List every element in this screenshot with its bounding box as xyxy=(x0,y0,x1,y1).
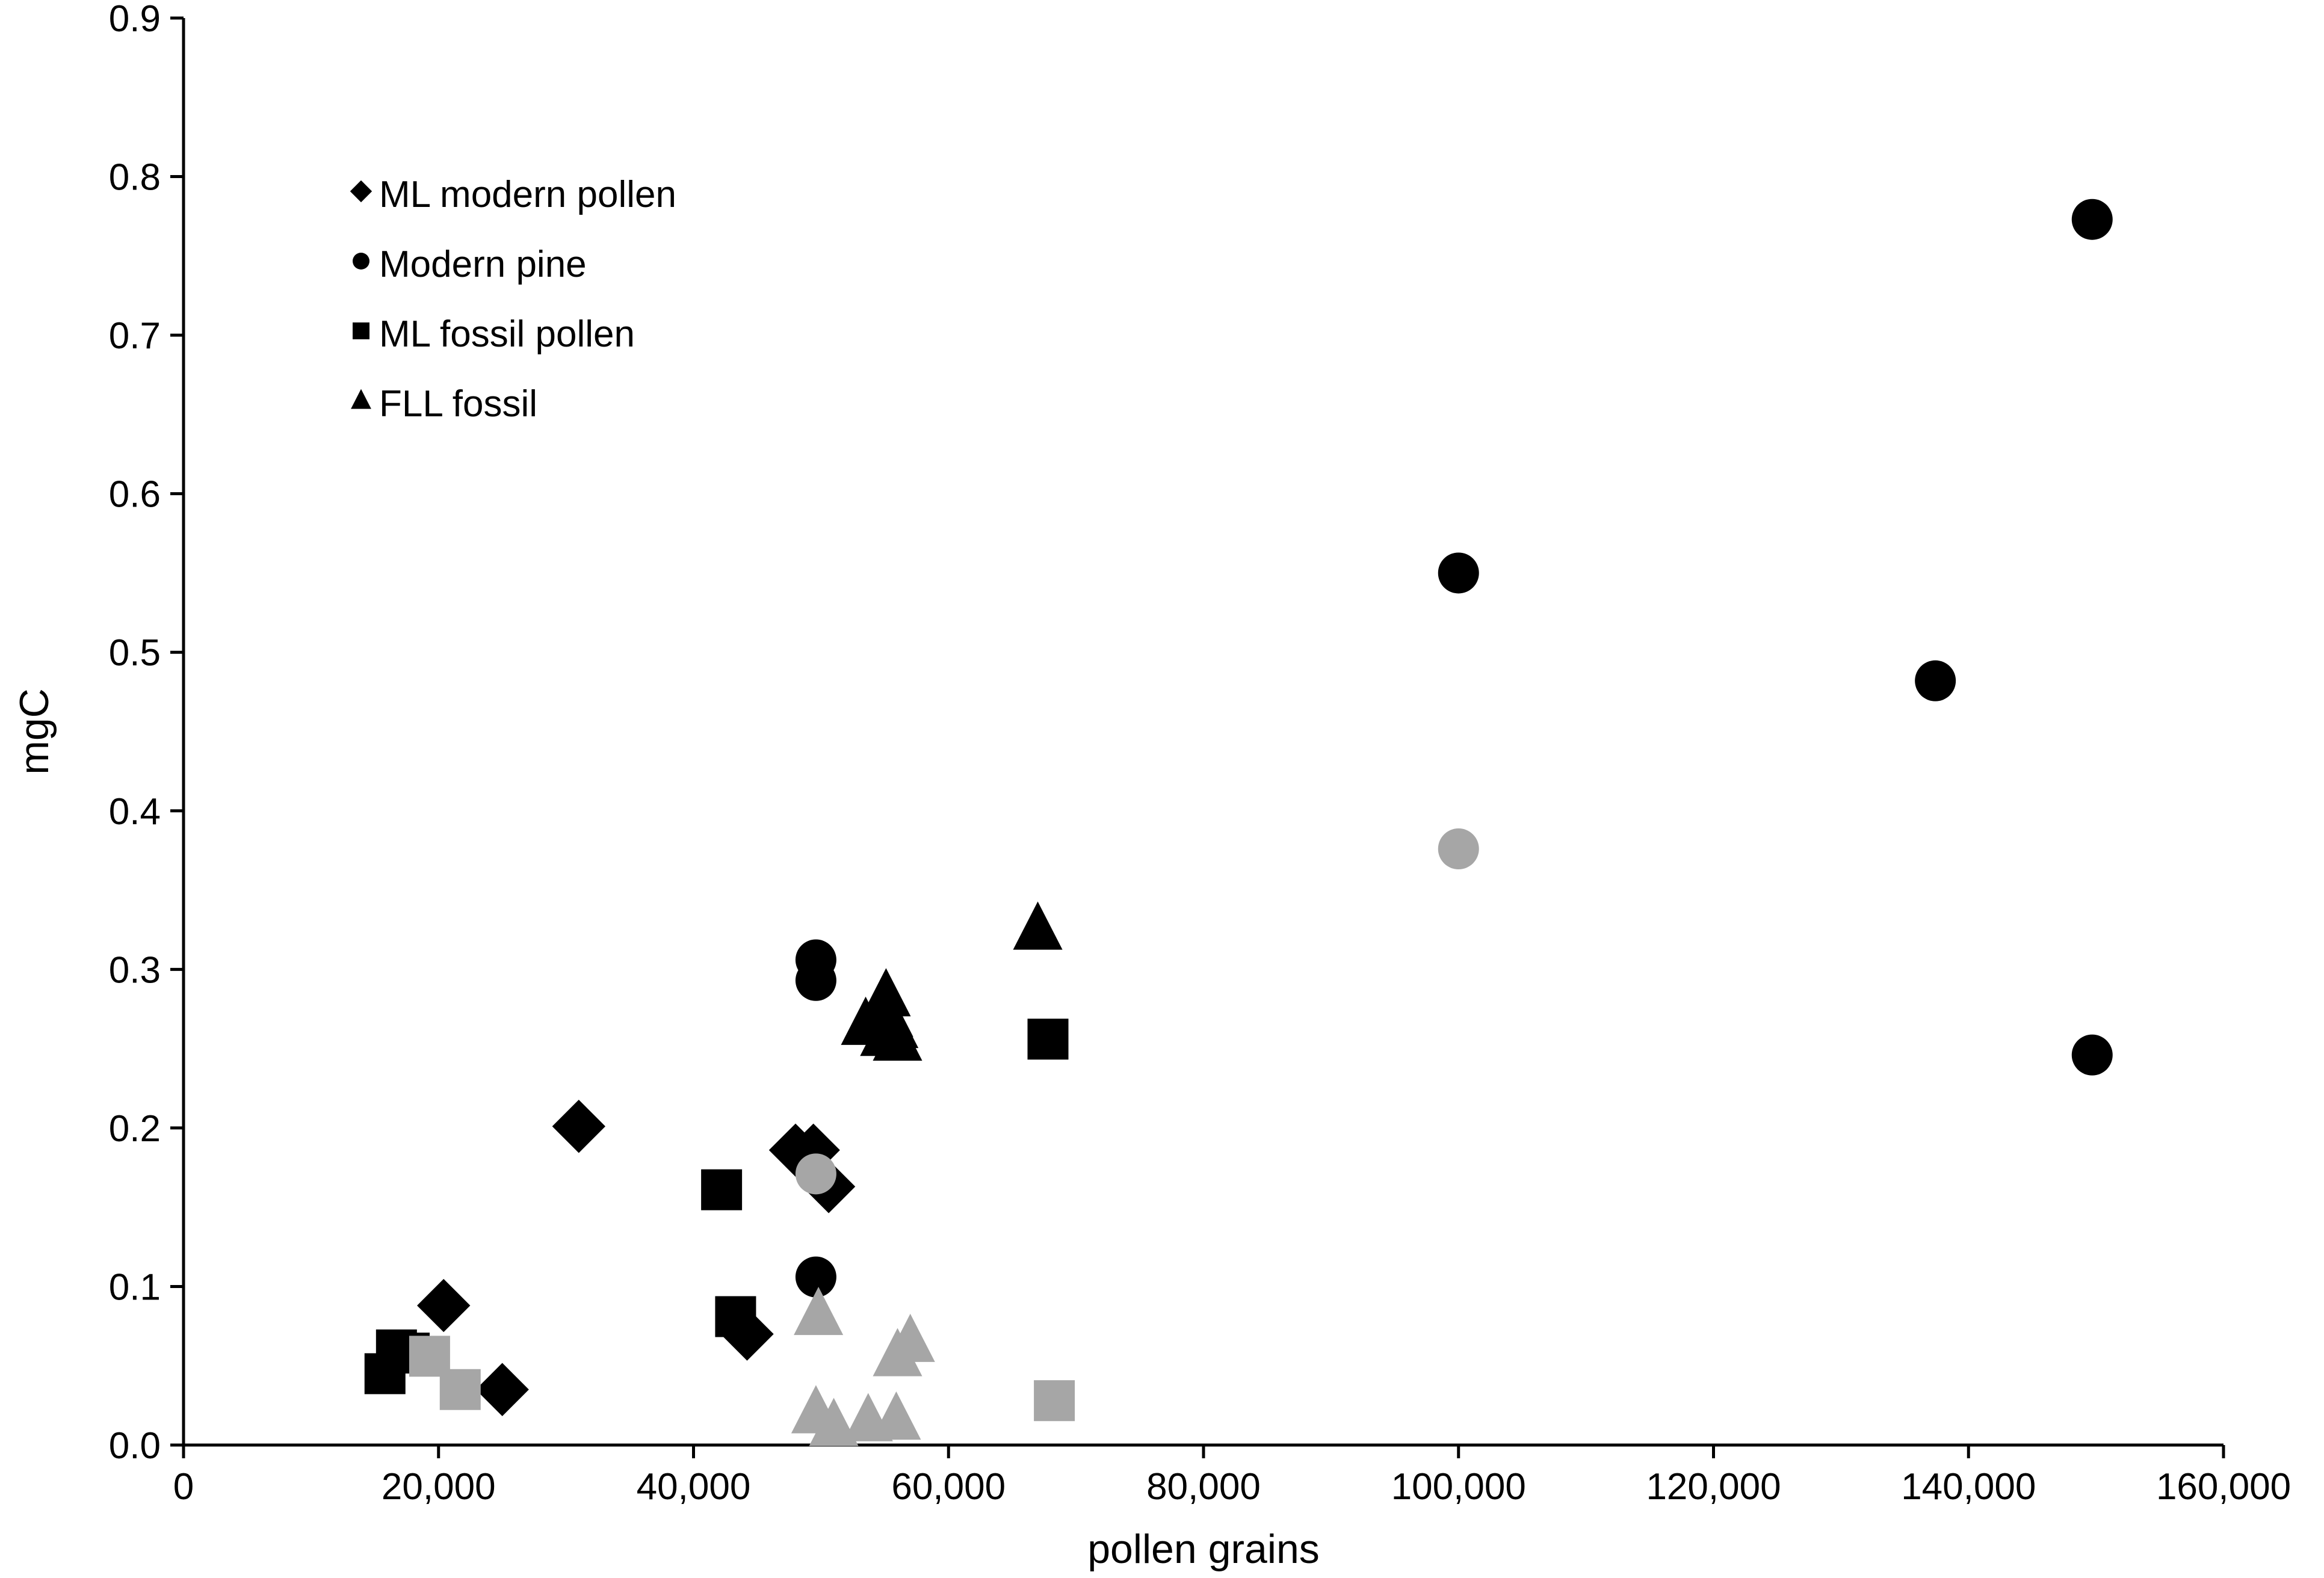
y-tick-label: 0.4 xyxy=(109,791,161,833)
y-tick-label: 0.7 xyxy=(109,315,161,357)
series-square xyxy=(364,1019,1075,1422)
legend-item: ML modern pollen xyxy=(350,174,676,215)
x-tick-label: 160,000 xyxy=(2156,1466,2291,1508)
triangle-point xyxy=(861,968,911,1017)
y-tick-label: 0.2 xyxy=(109,1108,161,1150)
x-tick-label: 40,000 xyxy=(637,1466,751,1508)
circle-point xyxy=(2071,199,2113,240)
y-tick-label: 0.8 xyxy=(109,157,161,199)
diamond-point xyxy=(552,1100,606,1153)
x-tick-label: 120,000 xyxy=(1646,1466,1781,1508)
circle-point xyxy=(795,1153,836,1195)
y-tick-label: 0.6 xyxy=(109,474,161,516)
legend-square-marker xyxy=(353,322,369,339)
legend-label: FLL fossil xyxy=(379,383,537,425)
square-point xyxy=(701,1169,743,1210)
square-point xyxy=(715,1296,756,1337)
legend-circle-marker xyxy=(353,253,369,270)
y-axis-title: mgC xyxy=(11,688,57,775)
legend-label: ML modern pollen xyxy=(379,174,676,215)
y-tick-label: 0.1 xyxy=(109,1266,161,1308)
legend-triangle-marker xyxy=(351,389,371,409)
diamond-point xyxy=(417,1278,471,1333)
triangle-point xyxy=(809,1398,859,1446)
axes: 0.0 0.1 0.2 0.3 0.4 0.5 0.6 0.7 0.8 0.9 0 20,000 40,… xyxy=(109,0,2291,1508)
x-tick-label: 0 xyxy=(173,1466,194,1508)
y-tick-label: 0.5 xyxy=(109,632,161,674)
data-points xyxy=(364,199,2113,1446)
diamond-point xyxy=(475,1363,529,1416)
triangle-point xyxy=(885,1313,935,1362)
legend-item: Modern pine xyxy=(353,244,587,285)
circle-point xyxy=(2071,1034,2113,1076)
legend-item: FLL fossil xyxy=(351,383,537,425)
x-axis-title: pollen grains xyxy=(1087,1526,1320,1572)
square-point xyxy=(1034,1380,1075,1422)
legend-label: Modern pine xyxy=(379,244,587,285)
diamond-point xyxy=(787,1123,840,1177)
series-triangle xyxy=(791,901,1063,1446)
square-point xyxy=(1027,1019,1069,1060)
circle-point xyxy=(795,1256,836,1298)
series-diamond xyxy=(417,1100,856,1416)
x-tick-label: 60,000 xyxy=(891,1466,1006,1508)
circle-point xyxy=(795,960,836,1001)
circle-point xyxy=(1438,828,1479,870)
x-tick-label: 80,000 xyxy=(1146,1466,1261,1508)
y-tick-label: 0.0 xyxy=(109,1425,161,1467)
x-tick-label: 100,000 xyxy=(1391,1466,1526,1508)
series-circle xyxy=(795,199,2113,1298)
square-point xyxy=(439,1369,481,1410)
triangle-point xyxy=(794,1286,844,1336)
triangle-point xyxy=(1013,901,1063,950)
x-tick-label: 140,000 xyxy=(1901,1466,2036,1508)
legend-item: ML fossil pollen xyxy=(353,313,635,355)
x-tick-label: 20,000 xyxy=(382,1466,496,1508)
legend: ML modern pollen Modern pine ML fossil pol… xyxy=(350,174,676,425)
y-tick-label: 0.3 xyxy=(109,949,161,991)
triangle-point xyxy=(871,1391,921,1440)
triangle-point xyxy=(873,1012,922,1061)
legend-label: ML fossil pollen xyxy=(379,313,635,355)
y-tick-label: 0.9 xyxy=(109,0,161,40)
circle-point xyxy=(1915,660,1956,701)
legend-diamond-marker xyxy=(350,180,372,203)
circle-point xyxy=(1438,552,1479,594)
